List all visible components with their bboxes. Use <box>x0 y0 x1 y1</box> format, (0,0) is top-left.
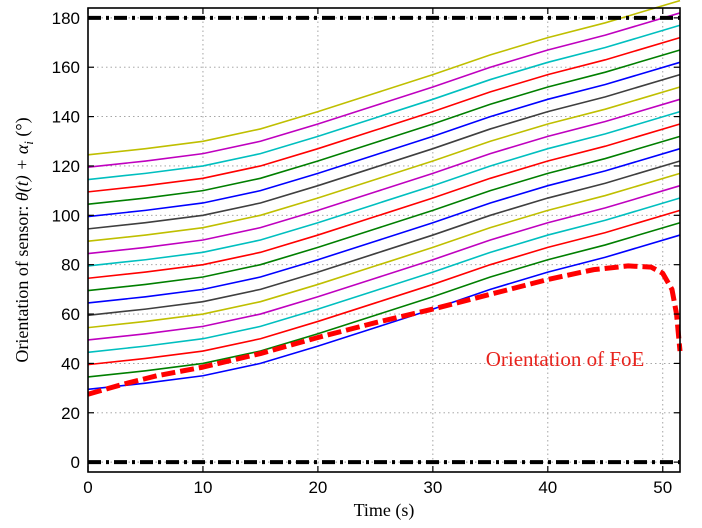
y-tick-label: 20 <box>61 404 80 423</box>
sensor-series-line <box>87 160 681 317</box>
sensor-series-line <box>87 110 681 267</box>
sensor-series-line <box>87 172 681 329</box>
sensor-series-line <box>87 221 681 378</box>
sensor-series-group <box>87 0 681 391</box>
y-tick-label: 140 <box>52 108 80 127</box>
x-tick-label: 50 <box>653 478 672 497</box>
sensor-series-line <box>87 36 681 193</box>
sensor-series-line <box>87 184 681 341</box>
y-tick-label: 160 <box>52 58 80 77</box>
sensor-series-line <box>87 197 681 354</box>
sensor-series-line <box>87 234 681 391</box>
y-axis-label-math: θ(t) + α <box>12 144 33 201</box>
sensor-series-line <box>87 135 681 292</box>
foe-series-group <box>87 263 683 397</box>
sensor-series-line <box>87 73 681 230</box>
x-tick-label: 0 <box>83 478 92 497</box>
y-tick-label: 100 <box>52 206 80 225</box>
sensor-series-line <box>87 12 681 168</box>
y-tick-label: 60 <box>61 305 80 324</box>
y-tick-label: 40 <box>61 354 80 373</box>
grid <box>87 8 680 472</box>
reference-lines <box>88 15 680 465</box>
sensor-series-line <box>87 86 681 243</box>
x-tick-label: 40 <box>538 478 557 497</box>
sensor-series-line <box>87 0 681 156</box>
y-tick-label: 120 <box>52 157 80 176</box>
foe-annotation: Orientation of FoE <box>486 347 645 371</box>
foe-series-line <box>87 263 683 397</box>
sensor-series-line <box>87 61 681 218</box>
y-axis-label-prefix: Orientation of sensor: <box>12 201 32 362</box>
sensor-series-line <box>87 147 681 304</box>
sensor-series-line <box>87 49 681 206</box>
sensor-series-line <box>87 209 681 366</box>
y-axis-label-unit: (°) <box>12 117 33 141</box>
x-tick-label: 10 <box>193 478 212 497</box>
axis-ticks <box>87 8 680 472</box>
x-axis-label: Time (s) <box>354 500 415 521</box>
tick-labels: 0 10 20 30 40 50 0 20 40 60 80 100 120 140 160 180 <box>52 9 673 497</box>
y-axis-label: Orientation of sensor: θ(t) + αi (°) <box>12 117 36 362</box>
x-tick-label: 20 <box>308 478 327 497</box>
sensor-series-line <box>87 123 681 280</box>
plot-frame <box>87 7 681 473</box>
y-tick-label: 180 <box>52 9 80 28</box>
y-tick-label: 80 <box>61 256 80 275</box>
sensor-series-line <box>87 24 681 181</box>
y-tick-label: 0 <box>71 453 80 472</box>
x-tick-label: 30 <box>423 478 442 497</box>
sensor-series-line <box>87 98 681 255</box>
y-axis-label-sub: i <box>21 141 36 145</box>
